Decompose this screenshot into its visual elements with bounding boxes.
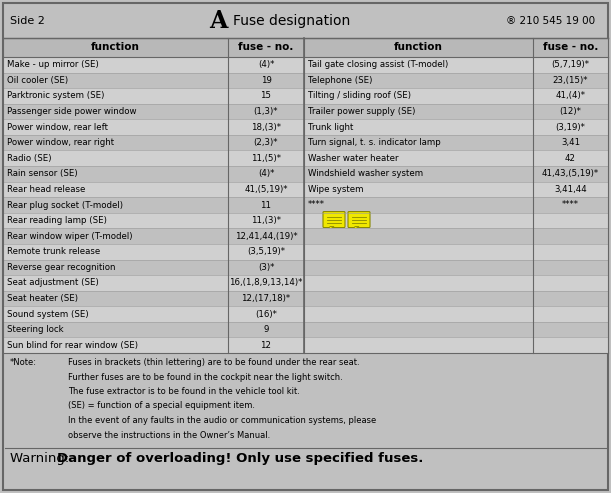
Text: Wipe system: Wipe system: [308, 185, 364, 194]
Text: (SE) = function of a special equipment item.: (SE) = function of a special equipment i…: [68, 401, 255, 411]
FancyBboxPatch shape: [348, 211, 370, 228]
Text: (1,3)*: (1,3)*: [254, 107, 278, 116]
Text: 18,(3)*: 18,(3)*: [251, 123, 281, 132]
Bar: [3, 322, 608, 337]
Text: (16)*: (16)*: [255, 310, 277, 318]
Text: Side 2: Side 2: [10, 15, 45, 26]
Text: Fuse designation: Fuse designation: [233, 13, 350, 28]
Text: Oil cooler (SE): Oil cooler (SE): [7, 76, 68, 85]
Text: 41,43,(5,19)*: 41,43,(5,19)*: [542, 169, 599, 178]
Bar: [3, 135, 608, 150]
Text: (3,19)*: (3,19)*: [555, 123, 585, 132]
Text: Windshield washer system: Windshield washer system: [308, 169, 423, 178]
Text: Tail gate closing assist (T-model): Tail gate closing assist (T-model): [308, 60, 448, 70]
Text: ® 210 545 19 00: ® 210 545 19 00: [506, 15, 595, 26]
Text: Tilting / sliding roof (SE): Tilting / sliding roof (SE): [308, 91, 411, 101]
Text: (3,5,19)*: (3,5,19)*: [247, 247, 285, 256]
Bar: [3, 88, 608, 104]
Text: (4)*: (4)*: [258, 60, 274, 70]
Bar: [3, 57, 608, 72]
Text: observe the instructions in the Owner’s Manual.: observe the instructions in the Owner’s …: [68, 430, 270, 439]
Bar: [3, 306, 608, 322]
Text: fuse - no.: fuse - no.: [238, 42, 294, 52]
Text: Turn signal, t. s. indicator lamp: Turn signal, t. s. indicator lamp: [308, 138, 441, 147]
Text: 3,41: 3,41: [561, 138, 580, 147]
Bar: [3, 291, 608, 306]
Text: function: function: [91, 42, 140, 52]
Text: Rain sensor (SE): Rain sensor (SE): [7, 169, 78, 178]
Text: 11,(3)*: 11,(3)*: [251, 216, 281, 225]
Text: ****: ****: [562, 201, 579, 210]
Text: Sound system (SE): Sound system (SE): [7, 310, 89, 318]
Text: (4)*: (4)*: [258, 169, 274, 178]
Text: (2,3)*: (2,3)*: [254, 138, 278, 147]
Text: Remote trunk release: Remote trunk release: [7, 247, 100, 256]
Text: (3)*: (3)*: [258, 263, 274, 272]
Text: 16,(1,8,9,13,14)*: 16,(1,8,9,13,14)*: [229, 279, 302, 287]
Bar: [3, 213, 608, 228]
Text: 9: 9: [263, 325, 269, 334]
Text: 15: 15: [260, 91, 271, 101]
Text: 12,(17,18)*: 12,(17,18)*: [241, 294, 291, 303]
Text: Trunk light: Trunk light: [308, 123, 353, 132]
Text: Seat adjustment (SE): Seat adjustment (SE): [7, 279, 99, 287]
Text: Further fuses are to be found in the cockpit near the light switch.: Further fuses are to be found in the coc…: [68, 373, 343, 382]
Text: Washer water heater: Washer water heater: [308, 154, 398, 163]
Text: Danger of overloading! Only use specified fuses.: Danger of overloading! Only use specifie…: [57, 452, 423, 465]
Text: Rear head release: Rear head release: [7, 185, 86, 194]
Bar: [3, 104, 608, 119]
Bar: [3, 228, 608, 244]
Text: Telephone (SE): Telephone (SE): [308, 76, 372, 85]
Text: Seat heater (SE): Seat heater (SE): [7, 294, 78, 303]
Bar: [3, 72, 608, 88]
Text: ****: ****: [308, 201, 325, 210]
Bar: [3, 119, 608, 135]
Text: Warning:: Warning:: [10, 452, 73, 465]
Text: Rear window wiper (T-model): Rear window wiper (T-model): [7, 232, 133, 241]
Text: (5,7,19)*: (5,7,19)*: [552, 60, 590, 70]
Text: fuse - no.: fuse - no.: [543, 42, 598, 52]
Text: Make - up mirror (SE): Make - up mirror (SE): [7, 60, 99, 70]
Text: *Note:: *Note:: [10, 358, 37, 367]
Bar: [3, 166, 608, 181]
Text: Reverse gear recognition: Reverse gear recognition: [7, 263, 115, 272]
Text: Radio (SE): Radio (SE): [7, 154, 51, 163]
Text: function: function: [394, 42, 443, 52]
Text: 12,41,44,(19)*: 12,41,44,(19)*: [235, 232, 298, 241]
Bar: [3, 259, 608, 275]
Text: 19: 19: [260, 76, 271, 85]
Text: 11: 11: [260, 201, 271, 210]
Text: 23,(15)*: 23,(15)*: [553, 76, 588, 85]
Text: 12: 12: [260, 341, 271, 350]
Text: Steering lock: Steering lock: [7, 325, 64, 334]
Text: 42: 42: [565, 154, 576, 163]
Text: A: A: [209, 9, 227, 34]
Text: 41,(4)*: 41,(4)*: [555, 91, 585, 101]
Text: Trailer power supply (SE): Trailer power supply (SE): [308, 107, 415, 116]
Text: Passenger side power window: Passenger side power window: [7, 107, 136, 116]
Polygon shape: [326, 227, 334, 232]
Text: Fuses in brackets (thin lettering) are to be found under the rear seat.: Fuses in brackets (thin lettering) are t…: [68, 358, 360, 367]
Bar: [3, 197, 608, 213]
Text: In the event of any faults in the audio or communication systems, please: In the event of any faults in the audio …: [68, 416, 376, 425]
Bar: [3, 38, 608, 57]
Text: Power window, rear left: Power window, rear left: [7, 123, 108, 132]
Text: Power window, rear right: Power window, rear right: [7, 138, 114, 147]
Text: Rear reading lamp (SE): Rear reading lamp (SE): [7, 216, 107, 225]
Polygon shape: [351, 227, 359, 232]
Text: 41,(5,19)*: 41,(5,19)*: [244, 185, 288, 194]
FancyBboxPatch shape: [323, 211, 345, 228]
Text: The fuse extractor is to be found in the vehicle tool kit.: The fuse extractor is to be found in the…: [68, 387, 300, 396]
Bar: [3, 275, 608, 291]
Text: Sun blind for rear window (SE): Sun blind for rear window (SE): [7, 341, 138, 350]
Bar: [3, 150, 608, 166]
Text: 3,41,44: 3,41,44: [554, 185, 587, 194]
Text: Rear plug socket (T-model): Rear plug socket (T-model): [7, 201, 123, 210]
Bar: [3, 244, 608, 259]
Text: (12)*: (12)*: [560, 107, 582, 116]
Bar: [3, 337, 608, 353]
Bar: [3, 181, 608, 197]
Text: 11,(5)*: 11,(5)*: [251, 154, 281, 163]
Text: Parktronic system (SE): Parktronic system (SE): [7, 91, 104, 101]
